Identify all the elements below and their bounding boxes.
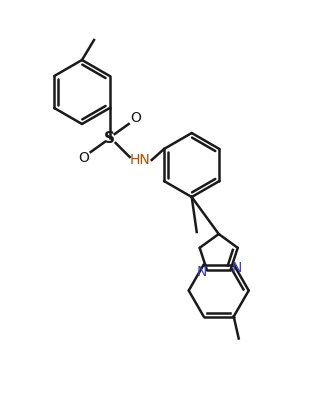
Text: N: N [197,265,207,279]
Text: HN: HN [129,153,150,167]
Text: O: O [78,151,89,165]
Text: S: S [104,131,115,145]
Text: O: O [130,111,141,125]
Text: N: N [231,261,242,275]
